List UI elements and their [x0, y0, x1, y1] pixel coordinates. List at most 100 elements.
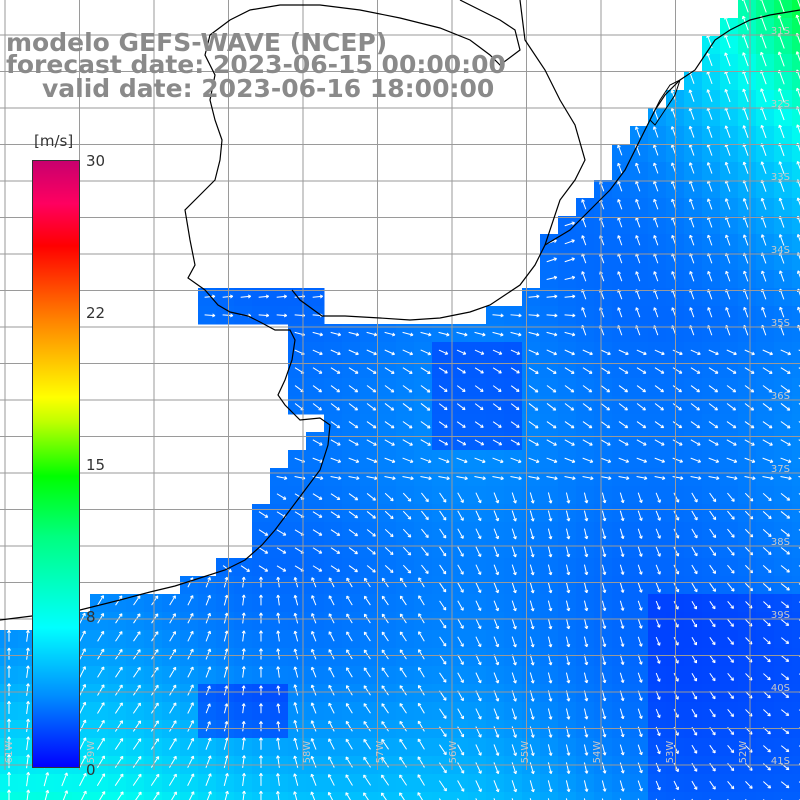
wind-arrow	[781, 655, 789, 662]
wind-arrow-head	[264, 532, 269, 536]
wind-arrow	[277, 612, 280, 624]
wind-arrow	[763, 691, 771, 699]
wind-arrow-head	[327, 791, 332, 796]
wind-arrow	[457, 618, 464, 629]
wind-arrow	[151, 667, 159, 678]
wind-arrow-head	[426, 407, 431, 411]
wind-speed-cell	[54, 792, 73, 800]
wind-arrow	[654, 385, 664, 393]
wind-speed-cell	[432, 792, 451, 800]
wind-arrow	[511, 672, 517, 684]
wind-arrow	[654, 439, 665, 446]
wind-arrow-head	[425, 534, 429, 539]
wind-arrow-head	[620, 788, 625, 792]
wind-arrow-head	[731, 552, 735, 556]
wind-arrow	[438, 439, 448, 446]
wind-arrow-head	[310, 791, 315, 795]
wind-arrow	[780, 385, 791, 393]
wind-arrow-head	[795, 87, 800, 92]
wind-arrow-head	[190, 737, 195, 742]
wind-arrow-head	[409, 370, 413, 374]
wind-arrow	[546, 331, 558, 336]
wind-arrow-head	[118, 613, 123, 617]
wind-arrow-head	[769, 459, 774, 464]
wind-arrow	[363, 649, 371, 660]
wind-arrow-head	[548, 589, 553, 594]
wind-arrow	[673, 600, 679, 610]
wind-arrow	[547, 564, 552, 576]
wind-arrow-head	[715, 459, 720, 463]
wind-arrow	[44, 790, 49, 800]
wind-arrow-head	[137, 631, 141, 635]
wind-arrow	[565, 564, 570, 575]
wind-arrow	[564, 421, 575, 429]
wind-arrow-head	[693, 659, 698, 664]
wind-arrow	[689, 271, 695, 282]
wind-arrow-head	[119, 773, 124, 778]
wind-arrow-head	[768, 551, 772, 555]
wind-arrow-head	[513, 518, 517, 522]
wind-arrow-head	[714, 424, 719, 429]
wind-arrow-head	[657, 768, 661, 773]
wind-arrow	[581, 199, 587, 210]
wind-arrow-head	[155, 756, 160, 760]
wind-speed-cell	[792, 504, 800, 523]
wind-arrow-head	[190, 755, 195, 760]
wind-arrow-head	[638, 571, 643, 575]
wind-arrow	[707, 180, 713, 192]
wind-arrow-head	[530, 716, 535, 720]
wind-arrow-head	[293, 719, 298, 724]
longitude-label: 53W	[665, 741, 676, 764]
wind-arrow	[328, 631, 335, 642]
wind-arrow-head	[381, 595, 386, 600]
wind-arrow-head	[516, 351, 521, 355]
wind-arrow	[709, 564, 716, 574]
wind-arrow-head	[584, 734, 589, 738]
wind-arrow-head	[513, 770, 518, 775]
wind-arrow-head	[337, 459, 342, 463]
wind-arrow-head	[642, 424, 647, 429]
wind-arrow	[761, 143, 767, 156]
wind-arrow-head	[100, 595, 104, 599]
wind-arrow-head	[428, 476, 432, 481]
wind-arrow-head	[635, 307, 639, 311]
wind-arrow	[762, 546, 772, 555]
wind-arrow	[672, 421, 682, 429]
wind-arrow-head	[706, 162, 711, 166]
wind-arrow-head	[346, 649, 350, 653]
wind-arrow-head	[336, 407, 340, 411]
wind-arrow	[601, 600, 606, 611]
wind-arrow	[529, 510, 534, 522]
wind-arrow	[330, 457, 341, 463]
wind-arrow	[618, 367, 629, 374]
wind-arrow-head	[443, 715, 447, 719]
wind-arrow	[438, 331, 450, 336]
wind-arrow-head	[656, 714, 661, 719]
wind-arrow-head	[154, 613, 159, 617]
wind-speed-cell	[792, 720, 800, 739]
wind-arrow-head	[548, 788, 553, 793]
wind-speed-cell	[378, 792, 397, 800]
wind-arrow-head	[354, 568, 358, 573]
wind-arrow-head	[761, 270, 765, 275]
wind-speed-cell	[792, 324, 800, 343]
wind-arrow	[364, 595, 371, 606]
wind-arrow	[223, 612, 228, 624]
wind-arrow-head	[119, 755, 124, 760]
wind-speed-cell	[792, 36, 800, 55]
wind-arrow-head	[730, 785, 735, 790]
wind-arrow-head	[730, 605, 734, 609]
wind-arrow-head	[82, 666, 86, 670]
wind-arrow-head	[712, 659, 716, 664]
wind-speed-cell	[792, 432, 800, 451]
wind-arrow	[600, 421, 611, 429]
wind-arrow	[725, 107, 731, 120]
wind-arrow	[399, 649, 407, 660]
wind-arrow-head	[346, 667, 350, 671]
wind-arrow	[636, 457, 647, 463]
wind-arrow	[439, 492, 447, 503]
wind-arrow	[384, 492, 394, 502]
wind-arrow	[708, 385, 718, 393]
wind-arrow-head	[346, 577, 350, 582]
wind-arrow-head	[548, 770, 553, 775]
